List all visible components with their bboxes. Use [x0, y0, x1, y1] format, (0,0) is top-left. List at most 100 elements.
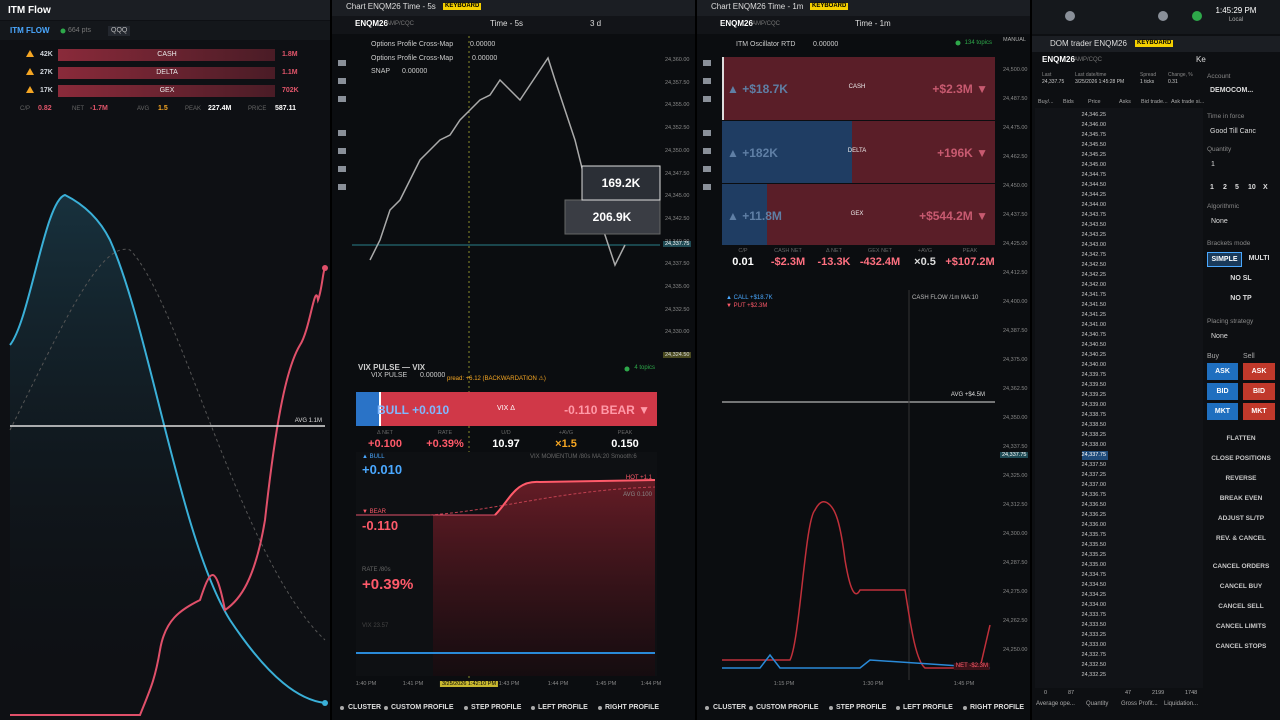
ladder-price: 24,346.25 [1081, 112, 1106, 118]
badge: KEYBOARD [1135, 40, 1174, 47]
button[interactable]: BID [1207, 383, 1238, 400]
timeframe[interactable]: Time - 5s [490, 19, 524, 28]
ladder-price: 24,339.50 [1081, 382, 1106, 388]
preset[interactable]: X [1263, 184, 1268, 191]
tab[interactable]: RIGHT PROFILE [605, 704, 660, 711]
button[interactable]: CANCEL STOPS [1215, 643, 1267, 650]
preset[interactable]: 2 [1223, 184, 1227, 191]
button[interactable]: MKT [1243, 403, 1275, 420]
tab[interactable]: CLUSTER [713, 704, 747, 711]
button[interactable]: NO TP [1230, 295, 1252, 302]
button[interactable]: FLATTEN [1226, 435, 1256, 442]
ladder-price: 24,342.50 [1081, 262, 1106, 268]
tab[interactable]: STEP PROFILE [471, 704, 522, 711]
preset[interactable]: 5 [1235, 184, 1239, 191]
tab[interactable]: STEP PROFILE [836, 704, 887, 711]
button[interactable]: BREAK EVEN [1219, 495, 1263, 502]
label: C/P [738, 248, 748, 254]
input[interactable]: 1 [1211, 161, 1215, 168]
label: ▲ BULL [362, 454, 385, 460]
ladder-price: 24,341.00 [1081, 322, 1106, 328]
value: 587.11 [275, 105, 297, 112]
ladder-price: 24,339.75 [1081, 372, 1106, 378]
column-header: Bid trade... [1141, 99, 1168, 105]
label: 3 d [590, 19, 602, 28]
preset[interactable]: 1 [1210, 184, 1214, 191]
button[interactable]: REV. & CANCEL [1216, 535, 1266, 542]
gex-bar [722, 184, 995, 245]
label: 0.00000 [813, 41, 839, 48]
value: 702K [282, 87, 299, 94]
timeframe[interactable]: Time - 1m [855, 19, 891, 28]
call-curve [9, 193, 326, 704]
tab[interactable]: LEFT PROFILE [903, 704, 953, 711]
button[interactable]: REVERSE [1225, 475, 1257, 482]
button[interactable]: SIMPLE [1207, 252, 1242, 267]
label: pread: +6.12 (BACKWARDATION ⚠) [447, 376, 546, 382]
select[interactable]: Good Till Canc [1210, 128, 1256, 135]
button[interactable]: MULTI [1248, 255, 1270, 262]
select[interactable]: None [1211, 218, 1228, 225]
button[interactable]: CANCEL LIMITS [1215, 623, 1267, 630]
select[interactable]: None [1211, 333, 1228, 340]
label: AVG +$4.5M [950, 392, 985, 398]
count: 17K [40, 87, 53, 94]
button[interactable]: BID [1243, 383, 1275, 400]
label: Local [1228, 17, 1244, 23]
price-tick: 24,437.50 [1003, 212, 1028, 218]
tab[interactable]: CUSTOM PROFILE [391, 704, 454, 711]
label: Δ NET [826, 248, 842, 254]
count: 42K [40, 51, 53, 58]
tab[interactable]: LEFT PROFILE [538, 704, 588, 711]
ladder-price: 24,343.00 [1081, 242, 1106, 248]
ladder-price: 24,334.25 [1081, 592, 1106, 598]
label: 0.00000 [470, 41, 496, 48]
ladder-price: 24,332.25 [1081, 672, 1106, 678]
label: VIX Δ [497, 405, 515, 412]
button[interactable]: ASK [1243, 363, 1275, 380]
ladder-price: 24,334.75 [1081, 572, 1106, 578]
button[interactable]: ADJUST SL/TP [1217, 515, 1265, 522]
header [697, 0, 1030, 16]
ladder [1035, 108, 1203, 688]
label: MANUAL [1003, 37, 1026, 43]
value: 227.4M [208, 105, 232, 112]
column-header: Ask trade si... [1171, 99, 1205, 105]
footer-value: 47 [1125, 690, 1132, 696]
ladder-price: 24,345.50 [1081, 142, 1106, 148]
button[interactable]: ASK [1207, 363, 1238, 380]
label: NET -$2.3M [953, 663, 990, 670]
ladder-price: 24,332.50 [1081, 662, 1106, 668]
row-bar [1082, 451, 1108, 460]
button[interactable]: CLOSE POSITIONS [1211, 455, 1271, 462]
ladder-price: 24,333.75 [1081, 612, 1106, 618]
tab[interactable]: CUSTOM PROFILE [756, 704, 819, 711]
preset[interactable]: 10 [1248, 184, 1256, 191]
ladder-price: 24,344.50 [1081, 182, 1106, 188]
label: +AVG [558, 430, 574, 436]
button[interactable]: NO SL [1230, 275, 1252, 282]
tab[interactable]: CLUSTER [348, 704, 382, 711]
delta-bull [722, 121, 852, 183]
label: ENQM26 [355, 19, 388, 28]
select[interactable]: DEMOCOM... [1210, 87, 1254, 94]
button[interactable]: CANCEL BUY [1219, 583, 1263, 590]
value: 0.150 [611, 438, 639, 450]
price-tick: 24,487.50 [1003, 96, 1028, 102]
ladder-price: 24,339.00 [1081, 402, 1106, 408]
label: 0.00000 [402, 68, 428, 75]
profile-box [564, 199, 661, 235]
label: ENQM26 [1042, 55, 1075, 64]
tab[interactable]: RIGHT PROFILE [970, 704, 1025, 711]
footer-value: 2199 [1152, 690, 1165, 696]
toolbar [332, 16, 695, 34]
ladder-price: 24,346.00 [1081, 122, 1106, 128]
value: +0.39% [426, 438, 464, 450]
button[interactable]: CANCEL SELL [1218, 603, 1264, 610]
button[interactable]: CANCEL ORDERS [1212, 563, 1270, 570]
average-curve [9, 248, 326, 641]
button[interactable]: MKT [1207, 403, 1238, 420]
ladder-price: 24,340.75 [1081, 332, 1106, 338]
badge: KEYBOARD [443, 3, 482, 10]
label: C/P [20, 106, 31, 112]
